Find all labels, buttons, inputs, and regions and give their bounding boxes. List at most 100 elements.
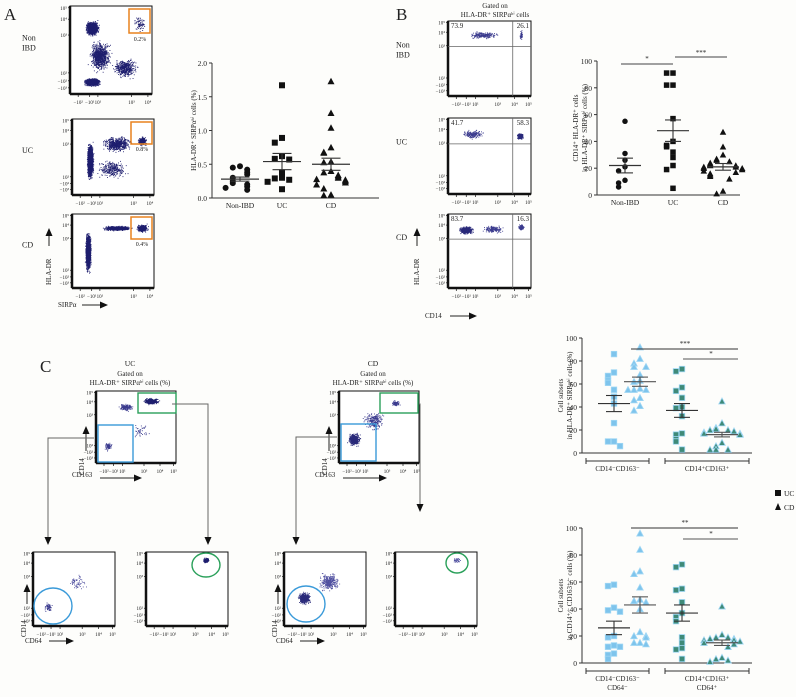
event-dot <box>89 27 90 28</box>
event-dot <box>94 31 96 33</box>
event-dot <box>88 31 90 33</box>
event-dot <box>137 19 139 21</box>
flow-plot-a-1-frame <box>71 118 155 196</box>
event-dot <box>87 29 89 31</box>
event-dot <box>137 26 139 28</box>
event-dot <box>138 21 139 23</box>
event-dot <box>90 24 92 25</box>
event-dot <box>87 25 89 27</box>
event-dot <box>90 82 92 84</box>
event-dot <box>125 75 126 77</box>
event-dot <box>126 70 128 71</box>
event-dot <box>102 48 104 50</box>
event-dot <box>101 64 103 66</box>
event-dot <box>90 23 92 25</box>
event-dot <box>91 32 93 34</box>
event-dot <box>94 56 96 58</box>
x-tick-label: −10¹ <box>87 201 97 207</box>
event-dot <box>120 76 122 78</box>
event-dot <box>99 63 101 65</box>
x-tick-label: 10¹ <box>97 201 104 207</box>
event-dot <box>91 55 93 56</box>
event-dot <box>97 26 99 28</box>
event-dot <box>86 32 88 34</box>
event-dot <box>123 64 125 66</box>
event-dot <box>111 52 113 54</box>
event-dot <box>90 79 92 81</box>
event-dot <box>93 44 95 45</box>
event-dot <box>98 49 100 51</box>
event-dot <box>96 54 98 56</box>
event-dot <box>92 62 94 64</box>
event-dot <box>122 62 124 64</box>
event-dot <box>97 29 98 31</box>
event-dot <box>95 65 97 67</box>
event-dot <box>109 55 110 57</box>
event-dot <box>96 78 98 80</box>
event-dot <box>129 74 131 75</box>
event-dot <box>98 67 100 68</box>
event-dot <box>84 80 86 82</box>
event-dot <box>102 61 104 63</box>
event-dot <box>95 26 97 28</box>
event-dot <box>92 46 94 47</box>
event-dot <box>100 66 102 68</box>
event-dot <box>97 54 99 55</box>
event-dot <box>98 47 100 49</box>
event-dot <box>101 55 103 57</box>
event-dot <box>87 32 89 34</box>
event-dot <box>84 84 86 86</box>
event-dot <box>94 29 96 31</box>
event-dot <box>102 50 104 52</box>
event-dot <box>95 65 97 67</box>
event-dot <box>136 17 138 19</box>
event-dot <box>136 28 138 30</box>
event-dot <box>95 23 97 25</box>
event-dot <box>100 58 101 60</box>
event-dot <box>99 54 101 55</box>
event-dot <box>106 45 108 47</box>
event-dot <box>88 84 90 86</box>
event-dot <box>96 59 97 61</box>
event-dot <box>137 23 139 25</box>
event-dot <box>89 29 90 31</box>
event-dot <box>94 78 96 79</box>
event-dot <box>92 60 94 62</box>
event-dot <box>94 56 95 58</box>
event-dot <box>96 58 98 60</box>
event-dot <box>104 56 106 58</box>
event-dot <box>96 55 98 57</box>
event-dot <box>139 20 141 22</box>
event-dot <box>90 29 92 31</box>
event-dot <box>92 83 94 84</box>
event-dot <box>92 35 94 36</box>
event-dot <box>96 79 98 81</box>
event-dot <box>97 67 99 69</box>
event-dot <box>133 68 135 69</box>
event-dot <box>104 47 106 49</box>
event-dot <box>96 66 98 68</box>
event-dot <box>105 56 107 58</box>
event-dot <box>105 65 107 66</box>
event-dot <box>95 45 97 47</box>
event-dot <box>105 48 106 50</box>
event-dot <box>98 63 99 65</box>
event-dot <box>130 72 132 74</box>
event-dot <box>130 59 132 61</box>
event-dot <box>100 65 102 67</box>
event-dot <box>89 79 91 81</box>
event-dot <box>98 27 99 29</box>
event-dot <box>86 27 88 29</box>
event-dot <box>106 50 108 52</box>
event-dot <box>140 24 142 26</box>
event-dot <box>93 46 95 48</box>
x-tick-label: 10³ <box>128 100 135 106</box>
event-dot <box>94 24 96 26</box>
event-dot <box>92 31 94 33</box>
event-dot <box>90 28 92 30</box>
event-dot <box>91 80 92 81</box>
event-dot <box>120 64 122 66</box>
event-dot <box>90 30 92 32</box>
event-dot <box>85 29 87 31</box>
event-dot <box>118 69 120 71</box>
